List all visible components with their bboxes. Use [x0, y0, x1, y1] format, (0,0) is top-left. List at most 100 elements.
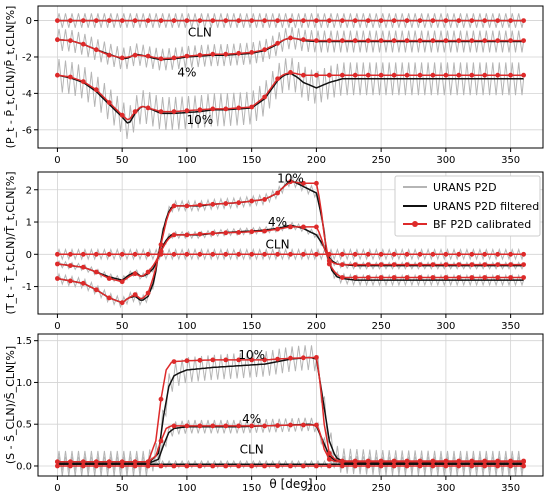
marker-bf	[508, 72, 513, 78]
marker-bf	[430, 72, 436, 78]
marker-bf	[249, 50, 255, 55]
marker-bf	[508, 275, 513, 280]
marker-bf	[288, 35, 293, 41]
marker-bf	[55, 37, 60, 43]
marker-bf	[132, 292, 138, 297]
marker-bf	[145, 251, 151, 257]
marker-bf	[262, 423, 267, 429]
marker-bf	[171, 18, 177, 23]
marker-bf	[391, 463, 397, 469]
marker-bf	[301, 251, 306, 257]
marker-bf	[430, 38, 436, 43]
marker-bf	[443, 72, 449, 78]
marker-bf	[391, 458, 397, 464]
marker-bf	[171, 203, 177, 209]
marker-bf	[521, 262, 526, 267]
marker-bf	[197, 463, 203, 469]
marker-bf	[508, 18, 513, 23]
marker-bf	[236, 357, 242, 363]
marker-bf	[508, 38, 513, 43]
marker-bf	[68, 463, 73, 469]
x-tick-label: 200	[307, 155, 326, 166]
annotation-10pct: 10%	[187, 113, 214, 127]
marker-bf	[456, 262, 462, 267]
marker-bf	[495, 275, 501, 280]
marker-bf	[119, 55, 125, 61]
marker-bf	[197, 107, 203, 113]
marker-bf	[456, 275, 462, 280]
marker-bf	[210, 106, 216, 112]
series-urans-filtered-10%	[57, 72, 524, 124]
marker-bf	[184, 251, 190, 257]
marker-bf	[339, 262, 345, 267]
y-tick-label: -1	[22, 282, 32, 293]
marker-bf	[443, 18, 449, 23]
marker-bf	[456, 18, 462, 23]
marker-bf	[80, 280, 86, 286]
marker-bf	[456, 251, 462, 257]
panel-temperature-axes: 0 50 100 150 200 250 300 350 -1 0 1 2	[22, 171, 544, 332]
marker-bf	[339, 18, 345, 23]
marker-bf	[430, 18, 436, 23]
marker-bf	[365, 463, 371, 469]
marker-bf	[132, 251, 138, 257]
marker-bf	[275, 40, 280, 46]
marker-bf	[314, 18, 319, 23]
marker-bf	[339, 458, 345, 464]
marker-bf	[404, 275, 410, 280]
marker-bf	[365, 38, 371, 43]
x-tick-label: 200	[307, 321, 326, 332]
annotation-10pct: 10%	[238, 348, 265, 362]
marker-bf	[55, 18, 60, 23]
marker-bf	[275, 356, 280, 362]
marker-bf	[184, 423, 190, 429]
marker-bf	[171, 55, 177, 61]
marker-bf	[158, 438, 164, 444]
marker-bf	[365, 262, 371, 267]
x-tick-label: 150	[242, 155, 261, 166]
marker-bf	[132, 271, 138, 277]
x-tick-label: 0	[54, 483, 60, 494]
marker-bf	[417, 275, 423, 280]
marker-bf	[326, 72, 332, 78]
marker-bf	[391, 18, 397, 23]
x-tick-label: 150	[242, 483, 261, 494]
marker-bf	[365, 251, 371, 257]
marker-bf	[262, 357, 267, 363]
marker-bf	[508, 463, 513, 469]
marker-bf	[158, 396, 164, 402]
marker-bf	[171, 423, 177, 429]
marker-bf	[262, 18, 267, 23]
marker-bf	[55, 276, 60, 281]
marker-bf	[68, 74, 73, 80]
marker-bf	[197, 52, 203, 58]
marker-bf	[68, 263, 73, 268]
marker-bf	[404, 458, 410, 464]
marker-bf	[352, 458, 358, 464]
marker-bf	[236, 18, 242, 23]
marker-bf	[521, 458, 526, 464]
marker-bf	[352, 262, 358, 267]
panel-entropy: 10% 4% CLN 0 50 100 150 200 250 300 350 0.0 0.5 1.…	[4, 333, 544, 494]
y-tick-label: 1	[26, 218, 32, 229]
y-tick-label: -6	[22, 125, 32, 136]
marker-bf	[301, 180, 306, 186]
marker-bf	[184, 232, 190, 238]
marker-bf	[80, 79, 86, 84]
marker-bf	[314, 38, 319, 43]
marker-bf	[158, 18, 164, 23]
marker-bf	[249, 357, 255, 363]
marker-bf	[210, 423, 216, 429]
marker-bf	[378, 262, 384, 267]
marker-bf	[482, 251, 488, 257]
marker-bf	[482, 463, 488, 469]
marker-bf	[417, 262, 423, 267]
legend: URANS P2D URANS P2D filtered BF P2D cali…	[394, 175, 541, 237]
marker-bf	[314, 180, 319, 186]
marker-bf	[223, 357, 229, 363]
marker-bf	[184, 203, 190, 209]
marker-bf	[482, 72, 488, 78]
marker-bf	[404, 262, 410, 267]
x-tick-label: 150	[242, 321, 261, 332]
marker-bf	[236, 463, 242, 469]
